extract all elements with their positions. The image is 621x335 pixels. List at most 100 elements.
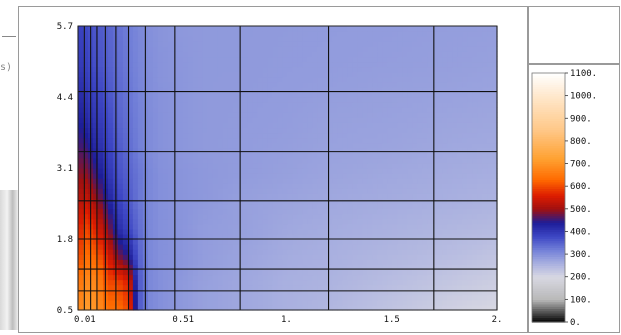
heatmap-cell	[372, 188, 378, 194]
heatmap-cell	[192, 137, 199, 144]
heatmap-cell	[247, 289, 254, 296]
heatmap-cell	[257, 279, 264, 286]
heatmap-cell	[422, 299, 428, 306]
heatmap-cell	[272, 71, 279, 78]
heatmap-cell	[287, 112, 294, 118]
heatmap-cell	[327, 228, 333, 235]
colorbar-tick-label: 1100.	[570, 69, 597, 79]
heatmap-cell	[352, 249, 358, 255]
heatmap-cell	[307, 162, 314, 169]
heatmap-cell	[242, 254, 249, 260]
heatmap-cell	[292, 132, 299, 139]
heatmap-cell	[92, 51, 99, 58]
heatmap-cell	[302, 26, 309, 32]
heatmap-cell	[492, 173, 498, 179]
heatmap-cell	[332, 137, 338, 144]
heatmap-cell	[147, 203, 154, 210]
heatmap-cell	[377, 142, 383, 149]
heatmap-cell	[482, 117, 488, 123]
heatmap-cell	[422, 132, 428, 139]
colorbar-segment	[532, 206, 565, 210]
heatmap-cell	[307, 183, 314, 189]
heatmap-cell	[492, 304, 498, 311]
heatmap-cell	[447, 127, 453, 134]
heatmap-cell	[447, 259, 453, 265]
plot-area-border	[77, 25, 498, 311]
heatmap-cell	[97, 213, 104, 220]
heatmap-cell	[267, 51, 274, 58]
heatmap-cell	[342, 279, 348, 286]
heatmap-cell	[292, 41, 299, 47]
heatmap-cell	[292, 117, 299, 123]
heatmap-cell	[337, 71, 343, 78]
heatmap-cell	[477, 147, 483, 154]
heatmap-cell	[462, 26, 468, 32]
heatmap-cell	[477, 279, 483, 286]
heatmap-cell	[207, 249, 214, 255]
heatmap-cell	[232, 157, 239, 164]
heatmap-cell	[162, 188, 169, 194]
heatmap-cell	[317, 178, 324, 184]
heatmap-cell	[182, 264, 189, 271]
heatmap-cell	[107, 233, 114, 240]
heatmap-cell	[262, 46, 269, 52]
heatmap-cell	[297, 142, 304, 149]
heatmap-cell	[78, 51, 84, 58]
heatmap-cell	[152, 127, 159, 134]
heatmap-cell	[402, 223, 408, 230]
heatmap-cell	[377, 132, 383, 139]
heatmap-cell	[432, 41, 438, 47]
heatmap-cell	[127, 41, 134, 47]
heatmap-cell	[292, 289, 299, 296]
heatmap-cell	[412, 46, 418, 52]
heatmap-cell	[322, 91, 329, 98]
heatmap-cell	[177, 279, 184, 286]
heatmap-cell	[97, 97, 104, 103]
colorbar-segment	[532, 233, 565, 237]
heatmap-cell	[137, 233, 144, 240]
heatmap-cell	[222, 76, 229, 83]
heatmap-cell	[192, 81, 199, 88]
heatmap-cell	[312, 122, 319, 129]
heatmap-cell	[337, 188, 343, 194]
heatmap-cell	[367, 269, 373, 276]
heatmap-cell	[207, 117, 214, 123]
heatmap-cell	[472, 183, 478, 189]
heatmap-cell	[362, 86, 368, 93]
heatmap-cell	[462, 264, 468, 271]
heatmap-cell	[387, 208, 393, 215]
heatmap-cell	[297, 223, 304, 230]
heatmap-cell	[452, 183, 458, 189]
heatmap-cell	[482, 223, 488, 230]
heatmap-cell	[457, 274, 463, 281]
heatmap-cell	[207, 56, 214, 63]
heatmap-cell	[457, 137, 463, 144]
heatmap-cell	[442, 304, 448, 311]
heatmap-cell	[412, 142, 418, 149]
heatmap-cell	[442, 76, 448, 83]
heatmap-cell	[107, 193, 114, 200]
heatmap-cell	[352, 264, 358, 271]
heatmap-cell	[387, 97, 393, 103]
heatmap-cell	[97, 56, 104, 63]
heatmap-cell	[442, 208, 448, 215]
heatmap-cell	[452, 299, 458, 306]
heatmap-cell	[422, 244, 428, 250]
colorbar-segment	[532, 231, 565, 235]
colorbar-tick-label: 500.	[570, 205, 592, 215]
heatmap-cell	[272, 178, 279, 184]
heatmap-cell	[227, 157, 234, 164]
heatmap-cell	[342, 36, 348, 42]
heatmap-cell	[287, 71, 294, 78]
heatmap-cell	[277, 97, 284, 103]
heatmap-cell	[402, 254, 408, 260]
heatmap-cell	[417, 208, 423, 215]
heatmap-cell	[327, 81, 333, 88]
heatmap-cell	[242, 193, 249, 200]
heatmap-cell	[207, 66, 214, 73]
heatmap-cell	[432, 173, 438, 179]
heatmap-cell	[207, 162, 214, 169]
heatmap-cell	[78, 244, 84, 250]
heatmap-cell	[387, 142, 393, 149]
heatmap-cell	[442, 122, 448, 129]
